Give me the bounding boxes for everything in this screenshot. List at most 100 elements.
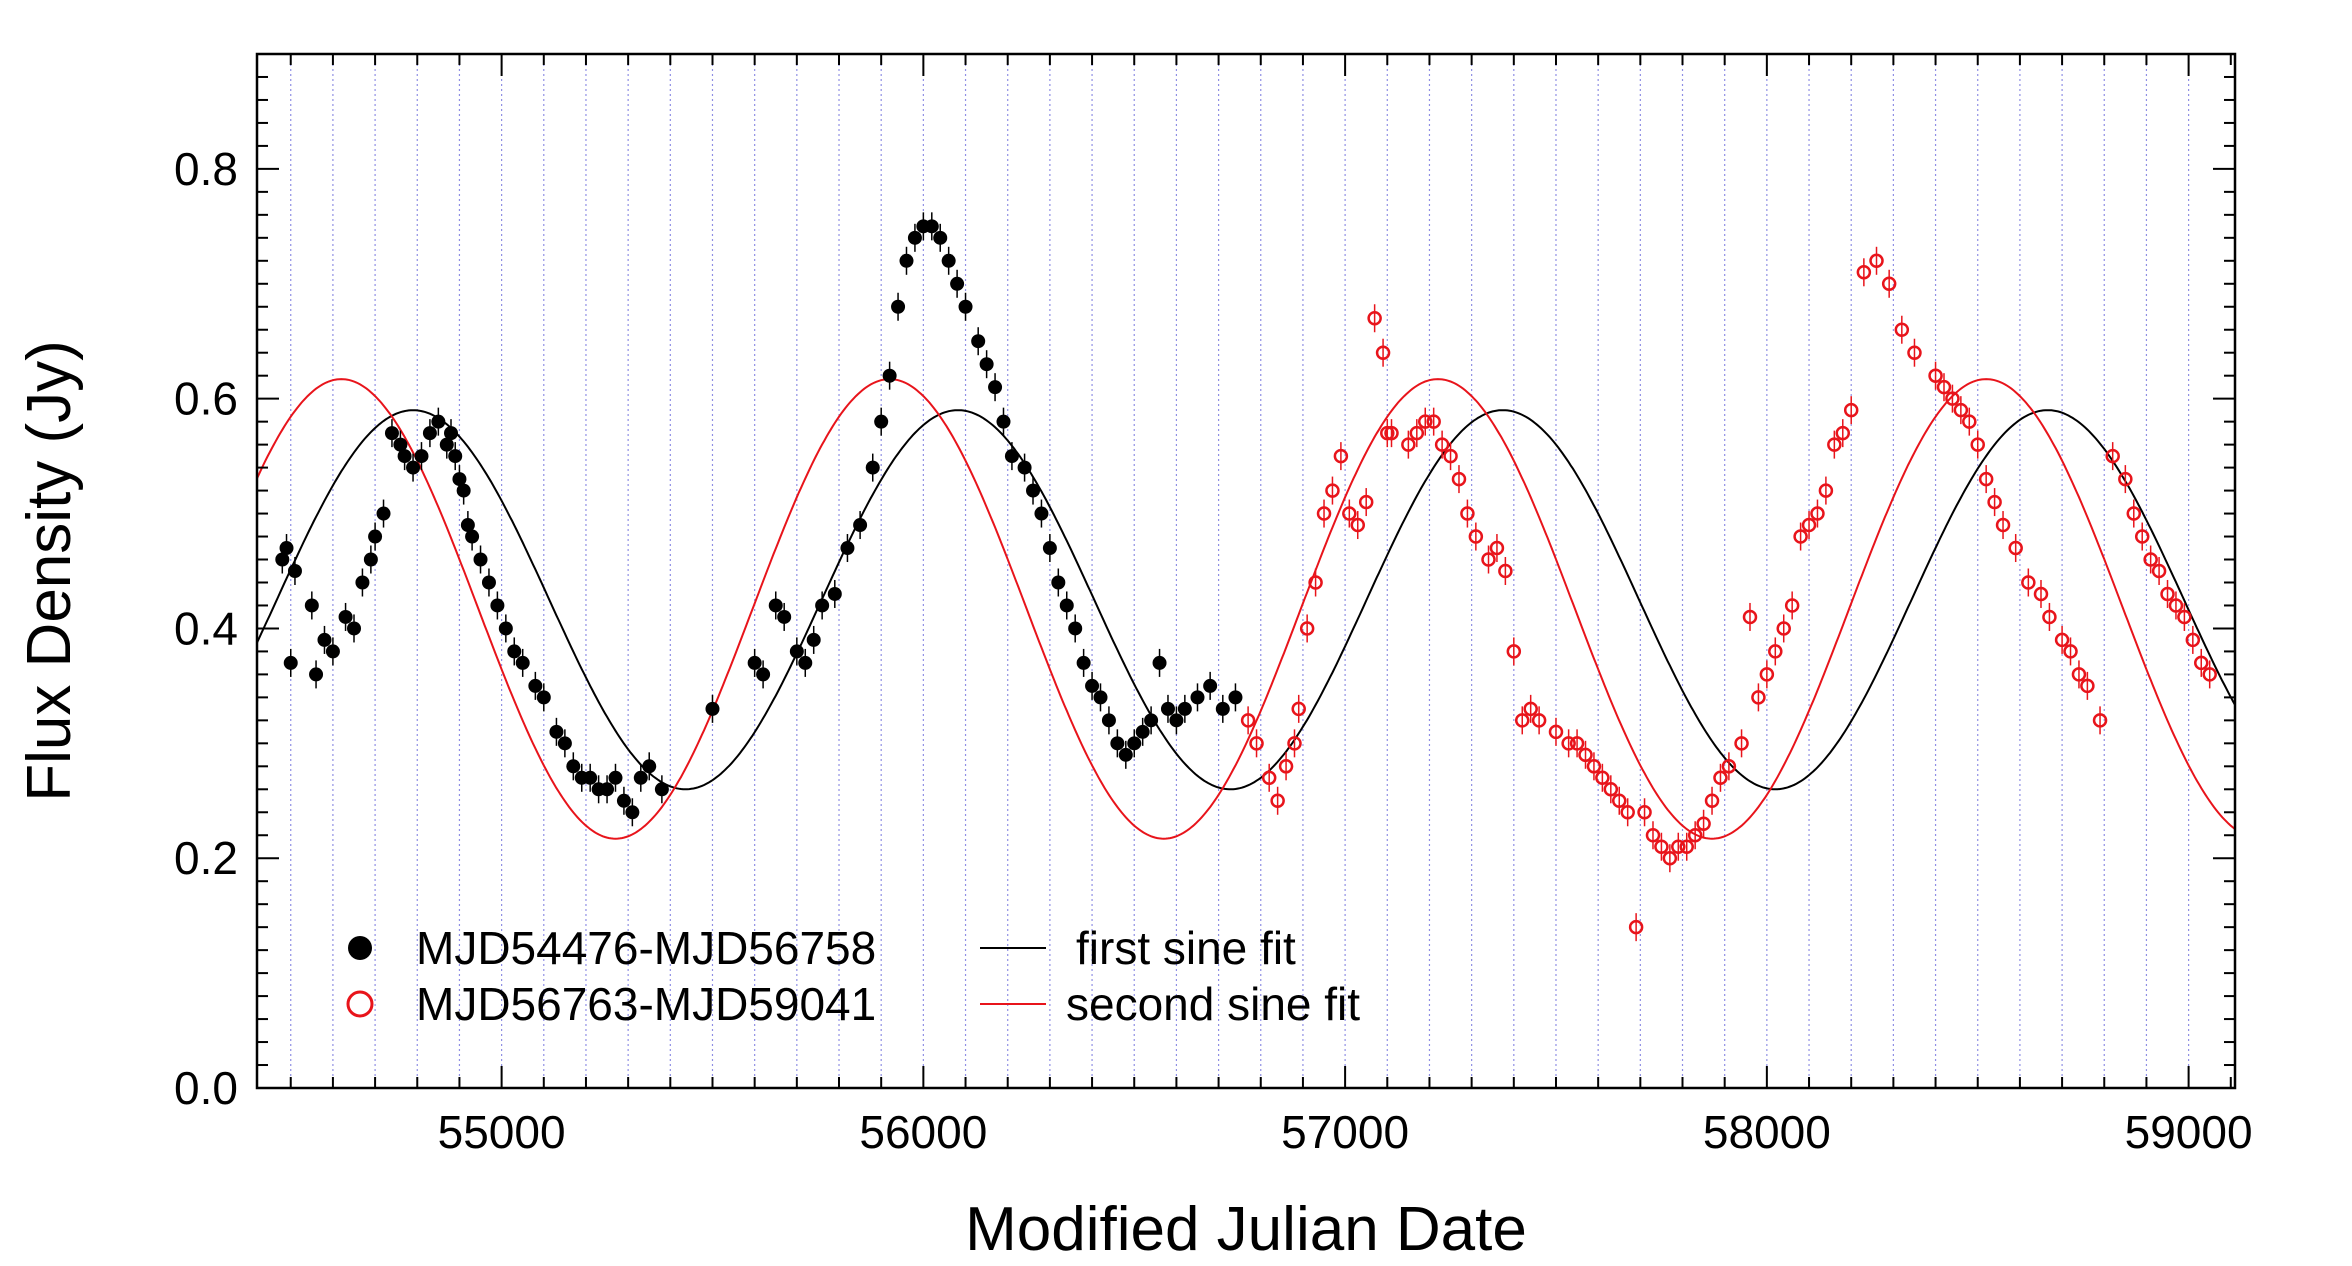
data-point-series2 — [1249, 736, 1264, 751]
data-point-series1 — [853, 518, 868, 533]
data-point-series2 — [1451, 471, 1467, 487]
data-point-series1 — [1101, 713, 1116, 728]
legend-marker-series1 — [348, 936, 372, 960]
data-point-series2 — [1417, 414, 1433, 429]
data-point-series1 — [840, 541, 855, 556]
data-point-series1 — [1135, 724, 1150, 739]
data-point-series2 — [1654, 839, 1669, 854]
data-point-series2 — [1270, 793, 1285, 809]
data-point-series1 — [481, 575, 496, 590]
data-point-series2 — [2071, 667, 2087, 682]
data-point-series2 — [2185, 632, 2201, 648]
data-point-series1 — [1017, 460, 1032, 475]
data-point-series2 — [1751, 690, 1766, 705]
data-point-series1 — [1152, 655, 1167, 670]
data-point-series2 — [1856, 265, 1872, 280]
data-point-series2 — [1759, 667, 1775, 682]
data-point-series1 — [806, 632, 821, 647]
data-point-series2 — [1928, 368, 1943, 383]
data-point-series1 — [1004, 449, 1019, 464]
data-point-series1 — [304, 598, 319, 613]
data-point-series1 — [608, 770, 623, 785]
data-point-series1 — [1059, 598, 1074, 613]
data-point-series2 — [1768, 644, 1783, 659]
data-point-series2 — [1679, 839, 1694, 854]
data-point-series1 — [456, 483, 471, 498]
data-point-series2 — [2143, 552, 2158, 567]
data-points — [275, 212, 2217, 942]
legend-label-fit1: first sine fit — [1076, 922, 1296, 974]
y-tick-label: 0.0 — [174, 1062, 238, 1114]
data-point-series2 — [1514, 713, 1530, 728]
data-point-series2 — [1696, 816, 1711, 832]
data-point-series2 — [1810, 506, 1825, 521]
y-tick-label: 0.4 — [174, 602, 238, 654]
data-point-series2 — [2134, 529, 2150, 544]
data-point-series1 — [768, 598, 783, 613]
data-point-series2 — [2042, 609, 2057, 625]
data-point-series2 — [1409, 425, 1425, 441]
data-point-series1 — [444, 426, 459, 441]
data-point-series1 — [287, 564, 302, 578]
first-sine-fit-line — [256, 409, 2236, 791]
data-point-series1 — [756, 667, 771, 682]
vertical-guide-lines — [290, 54, 2190, 1088]
x-tick-label: 59000 — [2125, 1106, 2253, 1158]
y-axis-ticks: 0.0 0.2 0.4 0.6 0.8 — [174, 53, 2235, 1114]
data-point-series2 — [2168, 598, 2184, 613]
data-point-series2 — [1687, 827, 1703, 843]
data-point-series1 — [406, 460, 421, 475]
data-point-series2 — [1835, 425, 1851, 441]
data-point-series2 — [1953, 402, 1969, 418]
data-point-series2 — [1945, 391, 1960, 406]
data-point-series2 — [1569, 736, 1585, 751]
data-point-series1 — [583, 770, 598, 785]
plot-frame — [255, 52, 2237, 1090]
data-point-series2 — [2033, 586, 2049, 602]
data-point-series1 — [515, 655, 530, 670]
data-point-series1 — [979, 357, 994, 372]
data-point-series2 — [1548, 724, 1564, 740]
data-point-series1 — [1093, 690, 1108, 705]
legend-label-series2: MJD56763-MJD59041 — [416, 978, 876, 1030]
data-point-series2 — [1818, 483, 1834, 498]
data-point-series1 — [507, 644, 522, 659]
data-point-series1 — [1127, 736, 1142, 751]
data-point-series2 — [1384, 425, 1399, 441]
data-point-series1 — [422, 426, 437, 441]
data-point-series2 — [1962, 414, 1977, 429]
data-point-series1 — [317, 632, 332, 647]
data-point-series2 — [2054, 632, 2070, 648]
data-point-series2 — [1291, 701, 1306, 717]
data-point-series2 — [1325, 483, 1340, 498]
data-point-series1 — [798, 655, 813, 670]
data-point-series2 — [1350, 517, 1366, 533]
data-point-series1 — [1085, 678, 1100, 693]
data-point-series1 — [397, 449, 412, 464]
data-point-series1 — [958, 299, 973, 314]
data-point-series1 — [347, 621, 362, 636]
data-point-series1 — [338, 609, 353, 624]
y-tick-label: 0.8 — [174, 143, 238, 195]
data-point-series2 — [1801, 517, 1817, 533]
data-point-series1 — [1203, 678, 1218, 693]
data-point-series1 — [431, 414, 446, 429]
data-point-series2 — [1869, 253, 1884, 269]
data-point-series1 — [865, 460, 880, 475]
data-point-series1 — [490, 598, 505, 613]
data-point-series2 — [1793, 529, 1808, 544]
data-point-series1 — [996, 414, 1011, 429]
data-point-series2 — [1881, 276, 1897, 292]
data-point-series2 — [1561, 736, 1576, 751]
data-point-series1 — [899, 253, 914, 268]
data-point-series2 — [1367, 310, 1382, 326]
data-point-series2 — [1645, 827, 1661, 843]
data-point-series2 — [2105, 448, 2120, 464]
data-point-series1 — [549, 724, 564, 739]
data-point-series2 — [1443, 448, 1458, 464]
data-point-series2 — [1595, 770, 1610, 786]
data-point-series2 — [2194, 655, 2209, 671]
data-point-series2 — [2021, 575, 2036, 590]
data-point-series1 — [1190, 690, 1205, 705]
data-point-series1 — [498, 621, 513, 636]
